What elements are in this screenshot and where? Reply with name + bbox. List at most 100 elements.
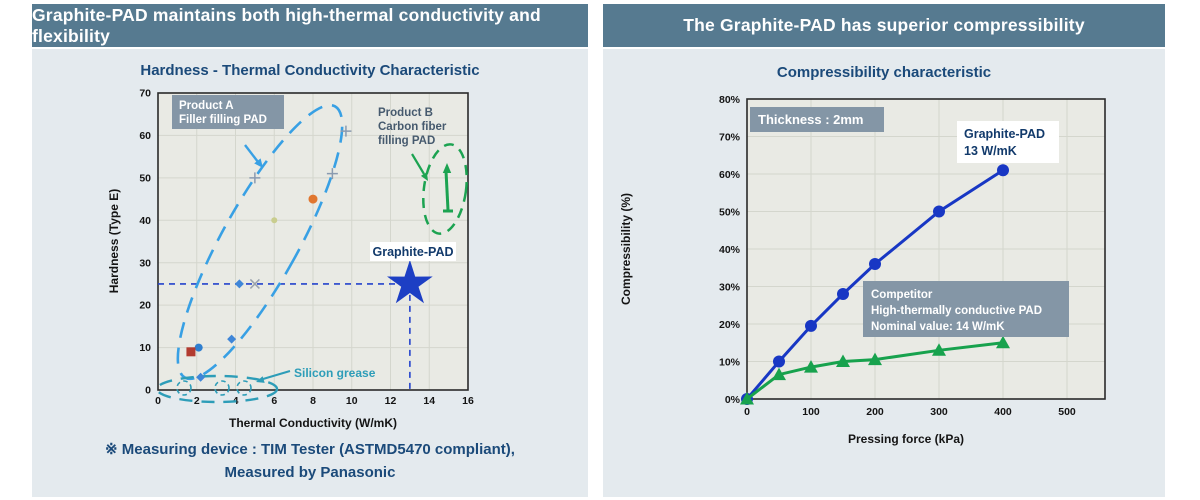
product-b-pointer-arrow <box>411 153 425 175</box>
right-panel: Compressibility characteristic 0 100 200 30… <box>603 49 1165 497</box>
y-tick-label: 30% <box>719 281 741 293</box>
x-tick-label: 500 <box>1058 406 1076 418</box>
competitor-label-line3: Nominal value: 14 W/mK <box>871 321 1005 333</box>
data-point <box>773 355 785 368</box>
data-point <box>308 194 318 204</box>
data-point <box>740 392 754 405</box>
data-point <box>194 343 203 352</box>
silicon-grease-arrowhead-icon <box>256 376 265 383</box>
y-tick-label: 60% <box>719 169 741 181</box>
y-tick-label: 50 <box>139 172 151 184</box>
graphite-series-label-line2: 13 W/mK <box>964 144 1017 158</box>
competitor-label-line1: Competitor <box>871 289 933 301</box>
graphite-pad-label-box <box>370 242 456 261</box>
data-point <box>326 168 338 180</box>
measuring-note-line2: Measured by Panasonic <box>224 463 396 481</box>
data-point <box>933 205 945 218</box>
product-a-arrow <box>244 144 259 163</box>
graphite-pad-crosshair <box>158 283 411 390</box>
y-tick-label: 20% <box>719 319 741 331</box>
left-header-bar: Graphite-PAD maintains both high-thermal… <box>32 4 588 47</box>
y-tick-label: 10 <box>139 342 151 354</box>
left-y-tick-labels: 0 10 20 30 40 50 60 70 <box>139 88 151 397</box>
right-y-axis-label: Compressibility (%) <box>619 193 633 305</box>
right-header-bar: The Graphite-PAD has superior compressib… <box>603 4 1165 47</box>
silicon-grease-circle-1 <box>176 380 192 396</box>
data-point <box>996 335 1010 349</box>
silicon-grease-circle-2 <box>214 380 230 396</box>
x-tick-label: 2 <box>194 395 200 407</box>
right-chart-title: Compressibility characteristic <box>776 64 992 81</box>
data-point <box>932 343 946 356</box>
left-chart-title: Hardness - Thermal Conductivity Characte… <box>140 62 480 79</box>
data-point <box>196 372 206 382</box>
y-tick-label: 40 <box>139 215 151 227</box>
product-a-label-box <box>172 95 284 129</box>
product-b-pointer-arrowhead-icon <box>420 172 428 181</box>
product-b-arrowhead-up-icon <box>442 163 452 173</box>
y-tick-label: 70% <box>719 131 741 143</box>
data-point <box>997 164 1009 177</box>
left-header-title: Graphite-PAD maintains both high-thermal… <box>32 4 541 46</box>
data-point <box>868 352 882 366</box>
right-data-series <box>740 164 1010 405</box>
left-data-markers <box>186 125 433 382</box>
x-tick-label: 200 <box>866 406 884 418</box>
graphite-series-label-box <box>957 121 1059 163</box>
silicon-grease-label: Silicon grease <box>294 366 376 380</box>
y-tick-label: 70 <box>139 88 151 100</box>
y-tick-label: 30 <box>139 257 151 269</box>
graphite-pad-star <box>387 259 433 304</box>
right-plot-border <box>746 98 1106 400</box>
y-tick-label: 0% <box>725 394 741 406</box>
left-y-axis-label: Hardness (Type E) <box>107 189 121 293</box>
competitor-label-box <box>863 281 1069 337</box>
measuring-note-line1: ※ Measuring device : TIM Tester (ASTMD54… <box>105 441 515 458</box>
compressibility-chart: 0 100 200 300 400 500 0% 10% 20% 30% 40% 50% 60% 70%… <box>619 94 1106 446</box>
graphite-pad-label: Graphite-PAD <box>372 245 453 259</box>
x-tick-label: 6 <box>271 395 277 407</box>
silicon-grease-ellipse <box>155 374 279 404</box>
data-point <box>805 319 817 332</box>
x-tick-label: 400 <box>994 406 1012 418</box>
silicon-grease-circle-3 <box>236 380 252 396</box>
product-b-ellipse <box>422 143 468 235</box>
left-panel: Hardness - Thermal Conductivity Characte… <box>32 49 588 497</box>
x-tick-label: 0 <box>155 395 161 407</box>
product-b-double-arrow <box>444 170 450 211</box>
left-x-axis-label: Thermal Conductivity (W/mK) <box>229 416 397 430</box>
measuring-note: ※ Measuring device : TIM Tester (ASTMD54… <box>32 439 588 484</box>
y-tick-label: 80% <box>719 94 741 106</box>
left-plot-border <box>157 92 469 391</box>
data-point <box>249 172 261 184</box>
x-tick-label: 10 <box>346 395 358 407</box>
graphite-series-label-line1: Graphite-PAD <box>964 127 1045 141</box>
right-x-tick-labels: 0 100 200 300 400 500 <box>744 406 1076 418</box>
right-header-title: The Graphite-PAD has superior compressib… <box>683 15 1085 35</box>
y-tick-label: 50% <box>719 206 741 218</box>
y-tick-label: 0 <box>145 385 151 397</box>
data-point <box>804 360 818 373</box>
x-tick-label: 300 <box>930 406 948 418</box>
product-a-label-line2: Filler filling PAD <box>179 114 267 126</box>
right-y-tick-labels: 0% 10% 20% 30% 40% 50% 60% 70% 80% <box>719 94 741 406</box>
product-b-label-line3: filling PAD <box>378 135 435 147</box>
x-tick-label: 16 <box>462 395 474 407</box>
data-point <box>837 288 849 300</box>
data-point <box>186 347 196 357</box>
right-x-axis-label: Pressing force (kPa) <box>848 432 964 446</box>
product-a-label-line1: Product A <box>179 100 234 112</box>
thickness-label-box <box>750 107 884 132</box>
product-a-arrowhead-icon <box>254 158 263 168</box>
left-gridlines <box>158 93 468 390</box>
y-tick-label: 60 <box>139 130 151 142</box>
data-point <box>227 334 237 344</box>
y-tick-label: 20 <box>139 300 151 312</box>
silicon-grease-arrow <box>262 370 291 380</box>
x-tick-label: 0 <box>744 406 750 418</box>
data-point <box>869 258 881 270</box>
data-point <box>340 125 352 137</box>
data-point <box>836 354 850 367</box>
data-point <box>234 279 244 289</box>
